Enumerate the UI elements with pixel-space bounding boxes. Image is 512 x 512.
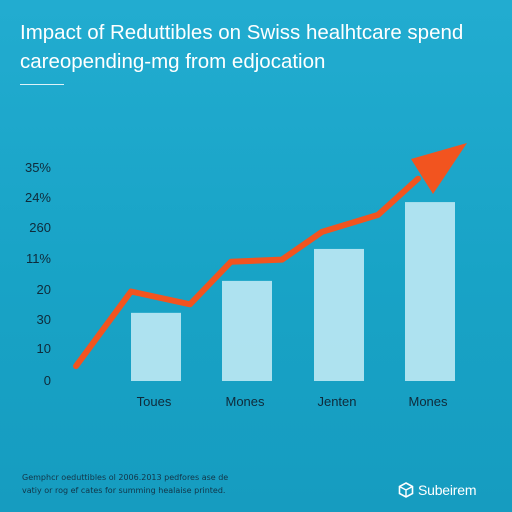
- x-category-label: Jenten: [317, 394, 356, 409]
- footnote: Gemphcr oeduttibles ol 2006.2013 pedfore…: [22, 471, 312, 497]
- brand-logo: Subeirem: [398, 480, 477, 500]
- y-tick-label: 35%: [25, 160, 51, 175]
- y-tick-label: 260: [29, 220, 51, 235]
- cube-icon: [398, 482, 414, 498]
- trend-line: [73, 175, 421, 370]
- x-category-label: Mones: [225, 394, 265, 409]
- y-tick-label: 11%: [26, 251, 51, 266]
- title-underline: [20, 84, 64, 85]
- brand-name: Subeirem: [418, 482, 477, 498]
- bar: [405, 202, 455, 381]
- footnote-line-1: Gemphcr oeduttibles ol 2006.2013 pedfore…: [22, 473, 229, 482]
- trend-arrow: [73, 143, 467, 370]
- bar: [131, 312, 181, 381]
- y-tick-label: 30: [37, 312, 51, 327]
- bar: [222, 280, 272, 381]
- chart-title: Impact of Reduttibles on Swiss healhtcar…: [20, 21, 464, 73]
- x-category-label: Mones: [408, 394, 448, 409]
- x-axis-category-labels: Toues Mones Jenten Mones: [137, 394, 448, 409]
- footnote-line-2: vatiy or rog ef cates for summing healai…: [22, 486, 226, 495]
- x-category-label: Toues: [137, 394, 172, 409]
- y-tick-label: 24%: [25, 190, 51, 205]
- bars: [131, 202, 455, 381]
- y-tick-label: 10: [37, 341, 51, 356]
- y-tick-label: 0: [44, 373, 51, 388]
- y-axis-tick-labels: 0 10 30 20 11% 260 24% 35%: [25, 160, 51, 388]
- trend-arrowhead: [411, 143, 467, 194]
- bar: [314, 248, 364, 381]
- y-tick-label: 20: [37, 282, 51, 297]
